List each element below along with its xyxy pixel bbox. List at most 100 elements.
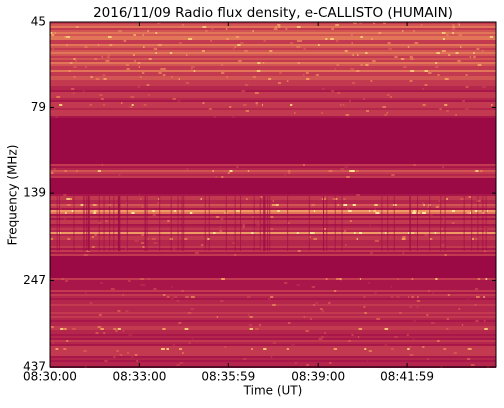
texture-speck: [113, 356, 116, 358]
texture-speck: [451, 210, 455, 212]
texture-speck: [397, 278, 399, 280]
texture-row: [50, 334, 496, 336]
texture-streak: [88, 196, 90, 251]
texture-speck: [336, 64, 340, 66]
texture-speck: [489, 36, 494, 38]
texture-speck: [324, 332, 326, 334]
texture-speck: [417, 212, 421, 214]
texture-speck: [396, 296, 400, 298]
texture-speck: [117, 328, 121, 330]
texture-speck: [350, 68, 355, 70]
texture-speck: [435, 206, 439, 208]
texture-speck: [152, 214, 156, 216]
texture-speck: [486, 210, 488, 212]
texture-row: [50, 336, 496, 338]
texture-speck: [215, 216, 220, 218]
texture-speck: [321, 112, 323, 114]
texture-speck: [414, 42, 419, 44]
texture-speck: [139, 194, 141, 196]
texture-streak: [264, 196, 266, 251]
texture-speck: [140, 242, 145, 244]
texture-speck: [252, 212, 255, 214]
texture-row: [50, 246, 496, 248]
texture-speck: [93, 212, 96, 214]
texture-speck: [431, 238, 433, 240]
texture-speck: [66, 340, 69, 342]
texture-speck: [373, 210, 376, 212]
texture-speck: [371, 38, 373, 40]
texture-row: [50, 28, 496, 30]
texture-speck: [212, 170, 215, 172]
texture-speck: [409, 306, 413, 308]
texture-speck: [306, 78, 310, 80]
texture-speck: [315, 74, 319, 76]
texture-speck: [391, 174, 395, 176]
texture-speck: [284, 174, 286, 176]
texture-speck: [215, 176, 217, 178]
texture-speck: [413, 164, 416, 166]
texture-speck: [424, 84, 428, 86]
texture-row: [50, 22, 496, 24]
texture-speck: [483, 296, 485, 298]
texture-row: [50, 362, 496, 364]
texture-speck: [424, 70, 428, 72]
texture-speck: [64, 36, 69, 38]
texture-speck: [402, 30, 404, 32]
texture-speck: [344, 166, 349, 168]
texture-speck: [89, 302, 93, 304]
texture-streak: [387, 196, 389, 251]
texture-speck: [84, 46, 88, 48]
texture-speck: [202, 26, 207, 28]
texture-speck: [399, 312, 402, 314]
texture-row: [50, 322, 496, 324]
texture-speck: [252, 30, 254, 32]
texture-speck: [188, 38, 193, 40]
texture-speck: [466, 212, 471, 214]
texture-speck: [166, 296, 170, 298]
texture-speck: [374, 292, 377, 294]
texture-speck: [235, 36, 240, 38]
texture-speck: [296, 284, 300, 286]
texture-speck: [378, 32, 382, 34]
texture-streak: [103, 196, 105, 251]
texture-speck: [483, 250, 487, 252]
texture-speck: [419, 212, 421, 214]
texture-speck: [63, 194, 67, 196]
texture-row: [50, 66, 496, 68]
texture-speck: [363, 306, 366, 308]
texture-speck: [100, 328, 104, 330]
texture-speck: [359, 278, 362, 280]
texture-speck: [467, 298, 469, 300]
texture-speck: [287, 222, 290, 224]
texture-speck: [267, 298, 271, 300]
texture-speck: [221, 176, 224, 178]
texture-speck: [428, 290, 430, 292]
texture-speck: [146, 84, 150, 86]
texture-speck: [394, 56, 398, 58]
texture-row: [50, 36, 496, 38]
texture-speck: [386, 94, 390, 96]
texture-speck: [319, 308, 323, 310]
texture-speck: [475, 210, 479, 212]
texture-speck: [438, 200, 441, 202]
texture-streak: [269, 196, 271, 251]
texture-speck: [161, 348, 165, 350]
texture-speck: [443, 218, 445, 220]
texture-streak: [463, 196, 465, 251]
texture-speck: [148, 278, 150, 280]
texture-speck: [97, 44, 99, 46]
texture-speck: [141, 234, 144, 236]
texture-streak: [341, 196, 343, 251]
texture-speck: [261, 104, 264, 106]
texture-speck: [296, 46, 301, 48]
texture-speck: [167, 220, 170, 222]
texture-speck: [345, 114, 350, 116]
texture-speck: [123, 40, 127, 42]
texture-row: [50, 30, 496, 32]
texture-speck: [120, 102, 123, 104]
texture-row: [50, 92, 496, 94]
texture-speck: [211, 28, 214, 30]
texture-speck: [310, 318, 312, 320]
texture-row: [50, 326, 496, 328]
texture-speck: [311, 286, 316, 288]
